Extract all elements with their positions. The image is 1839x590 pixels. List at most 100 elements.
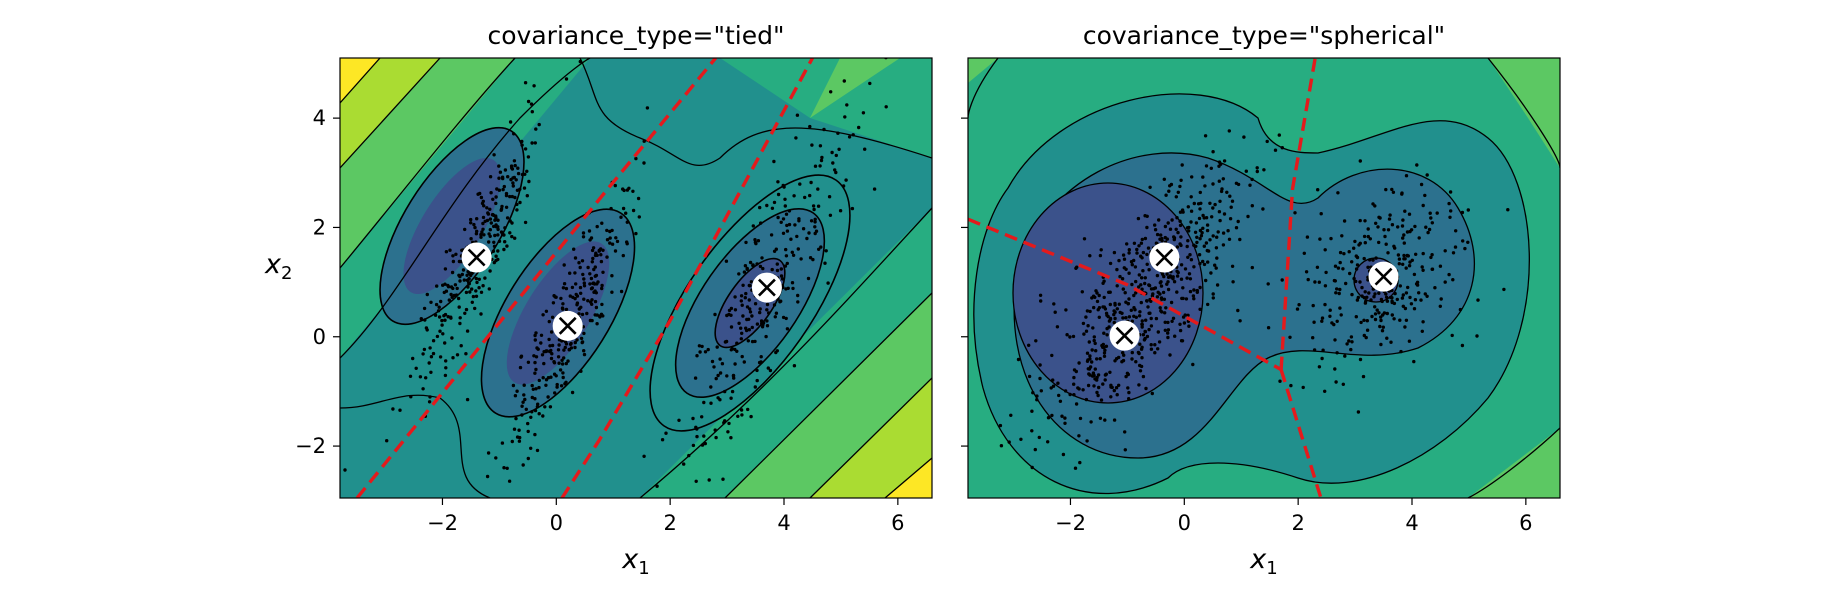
scatter-point: [526, 360, 531, 364]
scatter-point: [1185, 244, 1189, 249]
scatter-point: [1363, 219, 1367, 223]
scatter-point: [1159, 284, 1164, 288]
scatter-point: [511, 383, 516, 388]
scatter-point: [1153, 343, 1157, 347]
scatter-point: [733, 308, 738, 312]
scatter-point: [1178, 328, 1183, 333]
scatter-point: [820, 155, 824, 160]
scatter-point: [1335, 351, 1339, 355]
scatter-point: [1447, 201, 1451, 206]
scatter-point: [1165, 272, 1169, 276]
scatter-point: [1176, 230, 1180, 235]
scatter-point: [499, 208, 503, 212]
scatter-point: [1342, 219, 1347, 223]
scatter-point: [1132, 241, 1137, 245]
scatter-point: [1148, 185, 1152, 189]
scatter-point: [1419, 298, 1423, 302]
scatter-point: [1386, 228, 1391, 232]
scatter-point: [1175, 290, 1179, 294]
scatter-point: [562, 263, 566, 267]
scatter-point: [515, 389, 519, 393]
scatter-point: [497, 164, 501, 168]
scatter-point: [1373, 305, 1377, 309]
scatter-point: [1120, 311, 1124, 315]
scatter-point: [1130, 263, 1135, 267]
scatter-point: [1093, 341, 1097, 346]
scatter-point: [747, 298, 751, 302]
scatter-point: [1072, 393, 1076, 397]
scatter-point: [1364, 299, 1368, 304]
blob-2-inner: [506, 241, 610, 385]
scatter-point: [1058, 399, 1063, 403]
scatter-point: [1401, 304, 1406, 308]
scatter-point: [458, 279, 462, 283]
scatter-point: [1163, 320, 1167, 324]
scatter-point: [463, 311, 467, 315]
scatter-point: [1369, 298, 1373, 302]
scatter-point: [1144, 318, 1148, 322]
scatter-point: [785, 327, 790, 331]
scatter-point: [1210, 215, 1214, 219]
scatter-point: [1384, 292, 1388, 296]
scatter-point: [578, 265, 582, 270]
scatter-point: [1156, 290, 1160, 294]
scatter-point: [577, 261, 581, 265]
scatter-point: [695, 434, 699, 439]
scatter-point: [579, 369, 583, 373]
scatter-point: [464, 352, 468, 356]
scatter-point: [1377, 311, 1381, 315]
scatter-point: [1198, 190, 1203, 195]
scatter-point: [494, 201, 498, 206]
scatter-point: [1238, 319, 1242, 323]
scatter-point: [466, 285, 470, 289]
scatter-point: [1301, 385, 1305, 390]
scatter-point: [487, 287, 491, 291]
scatter-point: [796, 300, 800, 304]
scatter-point: [605, 255, 609, 259]
scatter-point: [739, 294, 744, 298]
scatter-point: [518, 187, 522, 191]
scatter-point: [1460, 343, 1465, 348]
scatter-point: [1115, 307, 1120, 311]
scatter-point: [1201, 226, 1205, 230]
scatter-point: [593, 313, 597, 317]
scatter-point: [1159, 296, 1164, 300]
scatter-point: [588, 282, 592, 286]
scatter-point: [1211, 150, 1215, 154]
scatter-point: [772, 159, 776, 164]
scatter-point: [1317, 280, 1322, 284]
scatter-point: [1175, 274, 1180, 278]
scatter-point: [1140, 276, 1144, 280]
scatter-point: [522, 393, 526, 397]
scatter-point: [737, 272, 741, 276]
scatter-point: [1078, 416, 1083, 421]
scatter-point: [1262, 168, 1266, 172]
scatter-point: [462, 278, 466, 282]
scatter-point: [1451, 251, 1456, 255]
scatter-point: [1073, 466, 1078, 470]
scatter-point: [578, 285, 583, 290]
scatter-point: [1063, 416, 1067, 420]
scatter-point: [1121, 253, 1126, 257]
scatter-point: [1181, 286, 1185, 290]
scatter-point: [443, 341, 447, 345]
scatter-point: [533, 408, 538, 413]
scatter-point: [1161, 272, 1165, 276]
scatter-point: [544, 309, 549, 313]
scatter-point: [1153, 223, 1157, 227]
scatter-point: [454, 293, 459, 297]
scatter-point: [1140, 287, 1144, 291]
scatter-point: [1099, 248, 1103, 252]
contour-line: [340, 58, 441, 169]
scatter-point: [1137, 244, 1141, 248]
scatter-point: [504, 193, 509, 198]
scatter-point: [1132, 258, 1136, 263]
scatter-point: [1107, 319, 1112, 323]
scatter-point: [564, 286, 569, 291]
scatter-point: [1194, 244, 1198, 248]
y-axis-label: x2: [264, 249, 292, 284]
scatter-point: [703, 350, 708, 354]
scatter-point: [863, 147, 867, 151]
scatter-point: [1205, 228, 1210, 233]
scatter-point: [715, 345, 719, 349]
